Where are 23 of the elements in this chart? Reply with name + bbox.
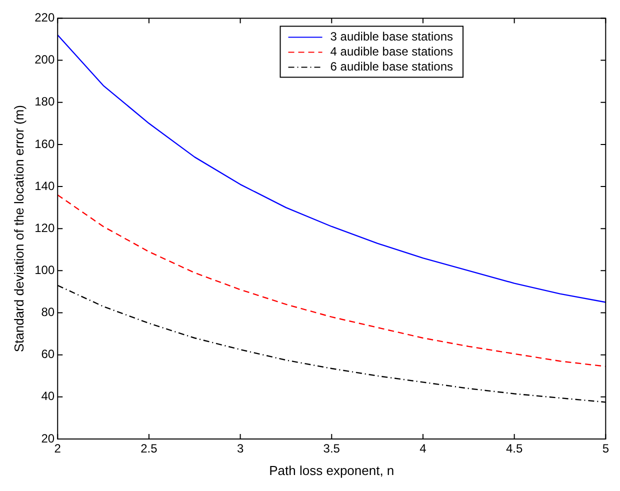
y-axis-title: Standard deviation of the location error (m) <box>11 105 26 352</box>
y-tick-label: 160 <box>34 136 55 151</box>
x-axis-title: Path loss exponent, n <box>269 462 394 478</box>
y-tick-label: 120 <box>34 220 55 235</box>
y-tick-label: 140 <box>34 178 55 193</box>
y-tick-label: 60 <box>41 347 55 362</box>
legend-label: 6 audible base stations <box>330 60 454 74</box>
x-tick-label: 4 <box>420 442 427 456</box>
x-tick-label: 4.5 <box>506 442 523 456</box>
x-tick-label: 2 <box>54 442 62 456</box>
legend-label: 3 audible base stations <box>330 30 454 44</box>
x-tick-label: 2.5 <box>140 442 158 456</box>
y-tick-label: 80 <box>41 305 55 320</box>
y-tick-label: 200 <box>34 52 55 67</box>
y-tick-label: 180 <box>34 94 55 109</box>
y-tick-label: 220 <box>34 10 55 25</box>
x-tick-label: 5 <box>602 442 610 456</box>
x-tick-label: 3.5 <box>323 442 340 456</box>
y-tick-label: 100 <box>34 262 55 277</box>
y-tick-label: 20 <box>41 431 55 446</box>
x-tick-label: 3 <box>236 442 244 456</box>
legend-label: 4 audible base stations <box>330 44 454 59</box>
y-tick-label: 40 <box>41 389 55 404</box>
